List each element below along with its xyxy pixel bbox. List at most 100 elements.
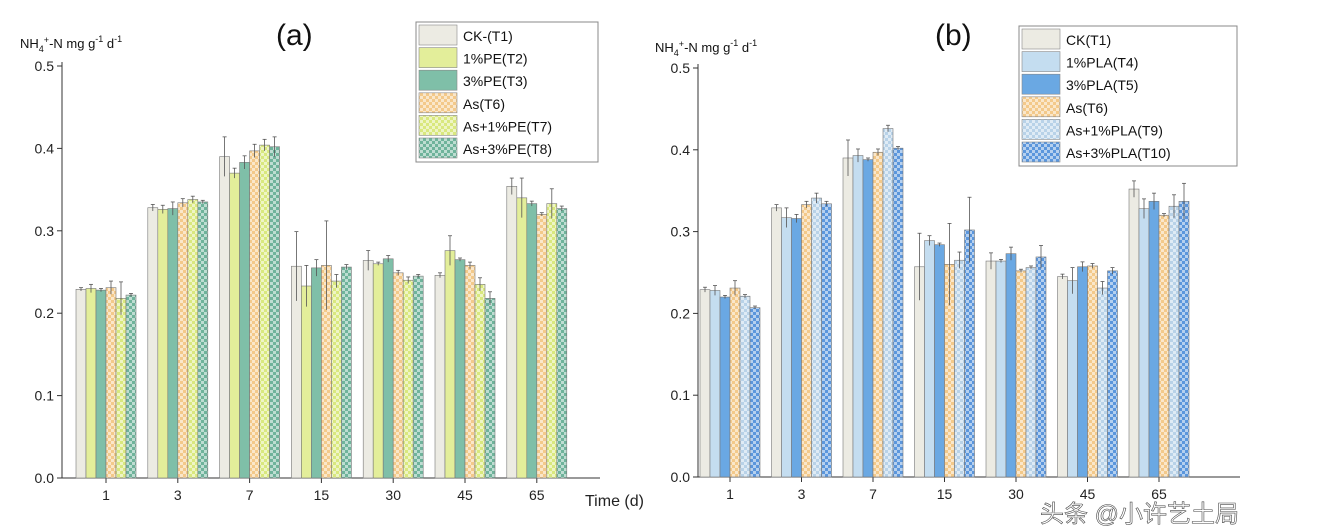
bar bbox=[872, 151, 884, 478]
legend-swatch bbox=[1021, 141, 1061, 163]
bar bbox=[229, 172, 240, 479]
bar bbox=[781, 217, 792, 478]
bar bbox=[1168, 205, 1180, 478]
bar bbox=[301, 285, 312, 479]
y-tick-label: 0.0 bbox=[671, 469, 691, 485]
bar bbox=[1067, 280, 1078, 478]
y-tick-label: 0.5 bbox=[671, 60, 691, 76]
bar bbox=[699, 289, 711, 478]
legend-swatch bbox=[1021, 51, 1061, 72]
bar bbox=[484, 298, 496, 479]
bar bbox=[1035, 256, 1047, 478]
legend-label: As(T6) bbox=[1066, 100, 1108, 116]
bar bbox=[474, 284, 486, 479]
bar bbox=[392, 272, 404, 479]
bar bbox=[749, 307, 761, 478]
bar bbox=[115, 298, 127, 479]
legend-label: 1%PLA(T4) bbox=[1066, 55, 1138, 71]
bar bbox=[1077, 266, 1088, 478]
bar bbox=[167, 208, 179, 479]
x-tick-label: 1 bbox=[102, 487, 110, 503]
legend-swatch bbox=[1021, 96, 1061, 118]
legend-label: 1%PE(T2) bbox=[463, 51, 528, 67]
x-tick-label: 15 bbox=[314, 487, 330, 503]
bar bbox=[219, 156, 230, 479]
bar bbox=[341, 266, 352, 479]
x-tick-label: 45 bbox=[1080, 486, 1096, 502]
x-axis-label: Time (d) bbox=[585, 493, 644, 510]
bar bbox=[187, 199, 199, 479]
y-tick-label: 0.3 bbox=[671, 224, 691, 240]
y-axis-label: NH4+-N mg g-1 d-1 bbox=[655, 38, 757, 58]
x-tick-label: 3 bbox=[798, 486, 806, 502]
x-tick-label: 30 bbox=[385, 487, 401, 503]
x-tick-label: 45 bbox=[457, 487, 473, 503]
bar bbox=[862, 159, 874, 478]
bar bbox=[892, 147, 904, 478]
bar bbox=[1015, 270, 1027, 478]
x-tick-label: 15 bbox=[937, 486, 953, 502]
bar bbox=[95, 289, 107, 479]
bar bbox=[964, 229, 975, 478]
legend-label: CK(T1) bbox=[1066, 32, 1111, 48]
x-tick-label: 7 bbox=[246, 487, 254, 503]
bar bbox=[536, 214, 548, 479]
y-tick-label: 0.5 bbox=[35, 58, 55, 74]
bar bbox=[1097, 287, 1108, 478]
bar bbox=[434, 274, 446, 479]
bar bbox=[259, 144, 270, 479]
legend-label: As+3%PE(T8) bbox=[463, 141, 552, 157]
legend-label: As+1%PE(T7) bbox=[463, 118, 552, 134]
bar bbox=[1107, 270, 1118, 478]
bar bbox=[1178, 201, 1190, 478]
legend-label: As(T6) bbox=[463, 96, 505, 112]
bar bbox=[801, 204, 812, 478]
y-tick-label: 0.2 bbox=[671, 305, 691, 321]
y-axis-label: NH4+-N mg g-1 d-1 bbox=[20, 34, 122, 54]
bar bbox=[105, 287, 117, 479]
panel-a: 0.0 0.1 0.2 0.3 0.4 0.5 1 3 7 15 30 45 65 (a) NH4+-N m… bbox=[20, 19, 600, 503]
legend-label: As+3%PLA(T10) bbox=[1066, 145, 1171, 161]
legend-swatch bbox=[418, 92, 458, 114]
bar bbox=[709, 290, 721, 478]
legend-label: As+1%PLA(T9) bbox=[1066, 122, 1163, 138]
bar bbox=[771, 207, 782, 478]
bar bbox=[526, 203, 538, 479]
panel-title: (a) bbox=[276, 19, 313, 52]
bar bbox=[372, 263, 384, 479]
y-tick-label: 0.4 bbox=[671, 142, 691, 158]
bar bbox=[249, 150, 260, 479]
x-tick-label: 65 bbox=[1151, 486, 1167, 502]
legend-swatch bbox=[418, 24, 458, 46]
bar bbox=[1138, 208, 1150, 478]
bar bbox=[1148, 201, 1160, 478]
bar bbox=[556, 208, 568, 479]
bar bbox=[1025, 267, 1037, 478]
bar bbox=[546, 203, 558, 479]
bar bbox=[882, 128, 894, 478]
bar bbox=[719, 296, 731, 478]
bar bbox=[412, 275, 424, 479]
y-tick-label: 0.3 bbox=[35, 223, 55, 239]
bar bbox=[842, 157, 854, 478]
bar bbox=[995, 260, 1007, 478]
bar bbox=[85, 288, 97, 479]
bar bbox=[157, 209, 169, 479]
bar bbox=[239, 162, 250, 479]
legend-swatch bbox=[418, 69, 458, 91]
legend-label: 3%PE(T3) bbox=[463, 73, 528, 89]
bar bbox=[331, 280, 342, 479]
legend-label: 3%PLA(T5) bbox=[1066, 77, 1138, 93]
bar bbox=[985, 260, 997, 478]
x-tick-label: 1 bbox=[726, 486, 734, 502]
bar bbox=[311, 267, 322, 479]
legend-label: CK-(T1) bbox=[463, 28, 513, 44]
bar bbox=[1087, 265, 1098, 478]
bar bbox=[269, 146, 280, 479]
bar bbox=[924, 240, 935, 478]
bar bbox=[1057, 276, 1068, 478]
bar bbox=[362, 260, 374, 479]
y-tick-label: 0.1 bbox=[35, 388, 55, 404]
panel-b: 0.0 0.1 0.2 0.3 0.4 0.5 1 3 7 15 30 45 65 (b) NH4+-N m… bbox=[655, 19, 1240, 502]
